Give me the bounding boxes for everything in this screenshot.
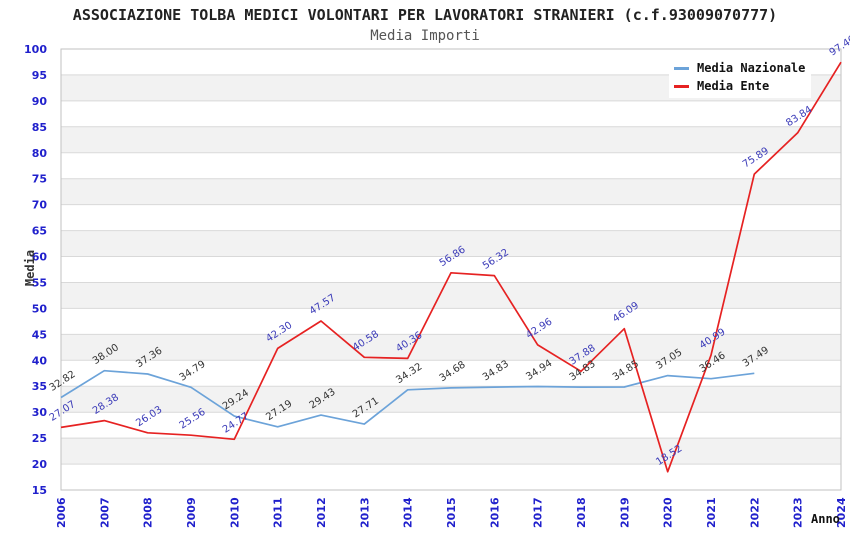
grid-bands [61, 74, 841, 464]
svg-text:2024: 2024 [835, 497, 848, 528]
svg-text:2013: 2013 [358, 497, 371, 528]
svg-text:80: 80 [32, 147, 48, 160]
svg-text:2006: 2006 [55, 497, 68, 528]
svg-text:24.77: 24.77 [221, 411, 251, 436]
svg-text:2008: 2008 [142, 497, 155, 528]
svg-text:2021: 2021 [705, 497, 718, 528]
svg-text:83.84: 83.84 [784, 104, 814, 129]
y-axis-title: Media [23, 249, 37, 287]
svg-text:2020: 2020 [662, 497, 675, 528]
svg-text:15: 15 [32, 484, 47, 497]
x-axis-title: Anno [811, 512, 840, 526]
svg-text:40: 40 [32, 354, 48, 367]
svg-text:45: 45 [32, 328, 47, 341]
x-tick-labels: 2006 2007 2008 2009 2010 2011 2012 2013 2014 2015… [55, 497, 848, 528]
svg-text:2019: 2019 [618, 497, 631, 528]
svg-text:30: 30 [32, 406, 48, 419]
svg-text:50: 50 [32, 302, 48, 315]
svg-text:2009: 2009 [185, 497, 198, 528]
svg-text:35: 35 [32, 380, 47, 393]
svg-text:2016: 2016 [488, 497, 501, 528]
svg-text:2017: 2017 [532, 497, 545, 528]
series-line-media-nazionale [60, 369, 755, 428]
chart-subtitle: Media Importi [370, 28, 480, 44]
svg-text:70: 70 [32, 199, 48, 212]
svg-text:34.79: 34.79 [178, 359, 208, 384]
svg-text:100: 100 [24, 43, 47, 56]
chart-title: ASSOCIAZIONE TOLBA MEDICI VOLONTARI PER … [72, 6, 778, 24]
svg-text:60: 60 [32, 251, 48, 264]
svg-text:2015: 2015 [445, 497, 458, 528]
svg-text:2010: 2010 [228, 497, 241, 528]
svg-text:2018: 2018 [575, 497, 588, 528]
svg-text:75: 75 [32, 173, 47, 186]
svg-text:55: 55 [32, 277, 47, 290]
series-line-media-ente [60, 61, 842, 473]
svg-text:34.68: 34.68 [438, 359, 468, 384]
svg-text:2022: 2022 [748, 497, 761, 528]
svg-text:90: 90 [32, 95, 48, 108]
svg-text:34.32: 34.32 [394, 361, 424, 386]
legend-swatch-ente-icon [674, 84, 689, 88]
svg-text:65: 65 [32, 225, 47, 238]
svg-text:2012: 2012 [315, 497, 328, 528]
legend-item-media-ente: Media Ente [669, 77, 811, 95]
svg-text:20: 20 [32, 458, 48, 471]
legend-label-nazionale: Media Nazionale [697, 61, 806, 75]
plot-border [60, 48, 842, 491]
legend-item-media-nazionale: Media Nazionale [669, 59, 811, 77]
svg-text:2014: 2014 [402, 497, 415, 528]
legend: Media Nazionale Media Ente [669, 56, 811, 98]
svg-text:2023: 2023 [792, 497, 805, 528]
y-tick-labels: 15 20 25 30 35 40 45 50 55 60 65 70 75 80 85 90 95 100 [24, 43, 47, 497]
svg-text:34.83: 34.83 [481, 359, 511, 384]
legend-label-ente: Media Ente [697, 79, 770, 93]
svg-text:25: 25 [32, 432, 47, 445]
svg-text:2007: 2007 [98, 497, 111, 528]
legend-swatch-nazionale-icon [674, 66, 689, 70]
svg-text:85: 85 [32, 121, 47, 134]
svg-text:2011: 2011 [272, 497, 285, 528]
svg-text:34.94: 34.94 [524, 358, 554, 383]
svg-text:97.46: 97.46 [828, 34, 850, 59]
svg-text:95: 95 [32, 69, 47, 82]
